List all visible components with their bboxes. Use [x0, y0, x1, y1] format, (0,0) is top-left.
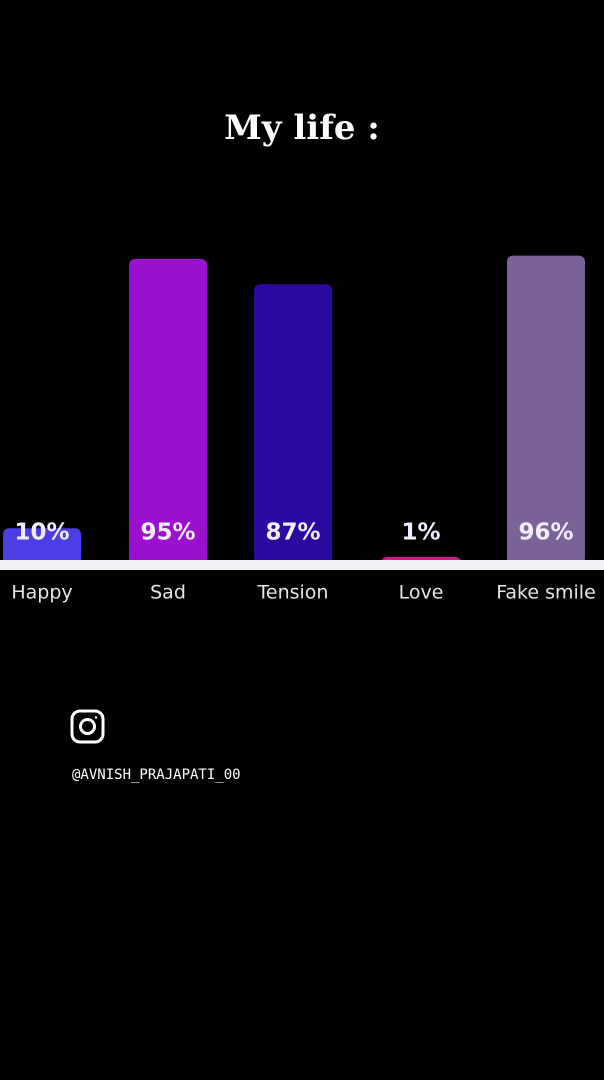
category-label: Happy: [11, 582, 72, 604]
bar: [254, 284, 332, 564]
bar: [3, 528, 81, 564]
bar: [129, 258, 207, 564]
handle: @AVNISH_PRAJAPATI_00: [72, 767, 241, 783]
bar: [507, 255, 585, 564]
instagram-icon: [70, 709, 105, 744]
category-label: Sad: [150, 582, 186, 604]
baseline: [0, 560, 604, 570]
category-label: Fake smile: [496, 582, 596, 604]
value-label: 87%: [265, 520, 320, 546]
value-label: 96%: [518, 520, 573, 546]
value-label: 1%: [401, 520, 440, 546]
value-label: 10%: [14, 520, 69, 546]
category-label: Love: [399, 582, 444, 604]
chart-title: My life :: [224, 108, 380, 148]
chart: 10% Happy 95% Sad 87% Tension 1% Love 96% Fake sm…: [3, 255, 596, 604]
value-label: 95%: [140, 520, 195, 546]
category-label: Tension: [257, 582, 329, 604]
